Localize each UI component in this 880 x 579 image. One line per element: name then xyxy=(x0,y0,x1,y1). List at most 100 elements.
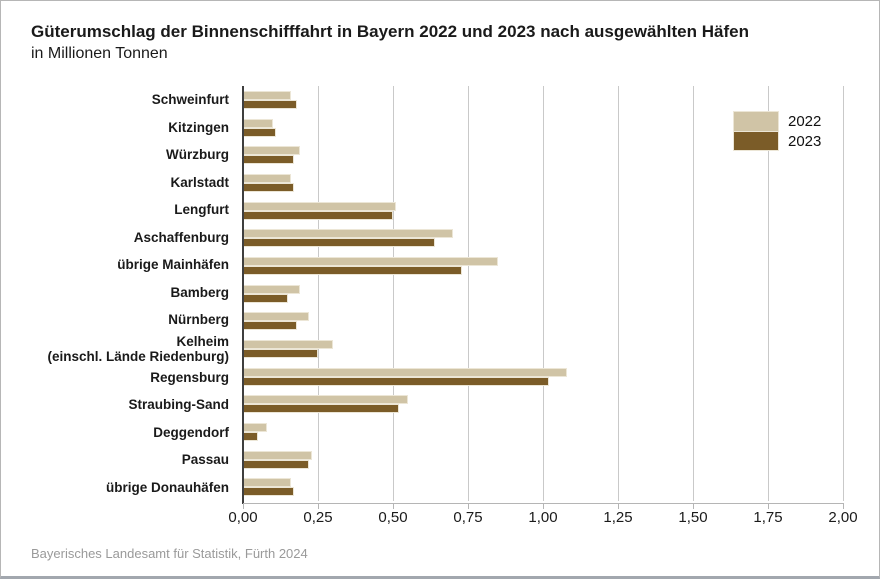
category-label: Kelheim (einschl. Lände Riedenburg) xyxy=(47,333,229,364)
source-note: Bayerisches Landesamt für Statistik, Für… xyxy=(31,546,308,561)
bar-2023 xyxy=(243,376,549,386)
x-tick-label: 1,75 xyxy=(753,509,783,526)
chart-subtitle: in Millionen Tonnen xyxy=(31,45,168,62)
legend-swatch-2023 xyxy=(733,131,779,151)
bar-2022 xyxy=(243,422,267,432)
bar-group xyxy=(243,169,843,197)
x-axis-tick xyxy=(543,503,544,509)
bar-2022 xyxy=(243,118,273,128)
bar-2022 xyxy=(243,173,291,183)
bar-group xyxy=(243,114,843,142)
x-tick-label: 2,00 xyxy=(828,509,858,526)
category-label: übrige Donauhäfen xyxy=(105,479,229,495)
bar-2022 xyxy=(243,284,300,294)
legend: 2022 2023 xyxy=(733,111,821,151)
bar-2023 xyxy=(243,321,297,331)
bar-2022 xyxy=(243,229,453,239)
chart-title: Güterumschlag der Binnenschifffahrt in B… xyxy=(31,22,749,41)
legend-swatch-2022 xyxy=(733,111,779,131)
x-axis-tick xyxy=(318,503,319,509)
gridline xyxy=(618,86,619,501)
category-label: Schweinfurt xyxy=(151,92,229,108)
bar-group xyxy=(243,446,843,474)
category-label: übrige Mainhäfen xyxy=(117,257,229,273)
gridline xyxy=(468,86,469,501)
plot-area xyxy=(242,86,844,509)
gridline xyxy=(543,86,544,501)
bar-2022 xyxy=(243,339,333,349)
bar-2023 xyxy=(243,348,318,358)
category-label: Passau xyxy=(181,452,229,468)
bar-2023 xyxy=(243,210,393,220)
gridline xyxy=(393,86,394,501)
bar-2023 xyxy=(243,404,399,414)
x-axis-tick xyxy=(393,503,394,509)
x-axis-tick xyxy=(243,503,244,509)
bar-2022 xyxy=(243,395,408,405)
category-label: Deggendorf xyxy=(153,424,229,440)
bar-2023 xyxy=(243,238,435,248)
x-tick-label: 1,50 xyxy=(678,509,708,526)
bar-group xyxy=(243,252,843,280)
bar-2023 xyxy=(243,127,276,137)
x-tick-label: 0,25 xyxy=(303,509,333,526)
bar-2022 xyxy=(243,256,498,266)
bar-group xyxy=(243,418,843,446)
bar-2023 xyxy=(243,99,297,109)
bar-2022 xyxy=(243,201,396,211)
bar-2023 xyxy=(243,431,258,441)
bar-group xyxy=(243,197,843,225)
legend-label-2022: 2022 xyxy=(788,112,822,130)
bar-2022 xyxy=(243,146,300,156)
x-axis-tick xyxy=(768,503,769,509)
bar-2023 xyxy=(243,182,294,192)
legend-item-2022: 2022 xyxy=(733,111,821,131)
legend-item-2023: 2023 xyxy=(733,131,821,151)
category-label: Nürnberg xyxy=(168,312,229,328)
bar-2022 xyxy=(243,312,309,322)
bar-group xyxy=(243,363,843,391)
category-label: Regensburg xyxy=(150,369,229,385)
y-axis-line xyxy=(242,86,244,504)
bar-2023 xyxy=(243,265,462,275)
category-axis: Schweinfurt Kitzingen Würzburg Karlstadt… xyxy=(1,86,235,501)
category-label: Würzburg xyxy=(166,147,229,163)
bar-group xyxy=(243,473,843,501)
x-axis-tick xyxy=(693,503,694,509)
category-label: Straubing-Sand xyxy=(128,397,230,413)
x-tick-label: 0,00 xyxy=(228,509,258,526)
bar-2022 xyxy=(243,450,312,460)
legend-label-2023: 2023 xyxy=(788,132,822,150)
x-tick-label: 1,00 xyxy=(528,509,558,526)
category-label: Karlstadt xyxy=(170,174,229,190)
bar-group xyxy=(243,224,843,252)
gridline xyxy=(693,86,694,501)
x-tick-label: 0,50 xyxy=(378,509,408,526)
bar-group xyxy=(243,86,843,114)
bar-2022 xyxy=(243,478,291,488)
bar-group xyxy=(243,335,843,363)
bar-group xyxy=(243,307,843,335)
x-axis-tick xyxy=(843,503,844,509)
x-tick-label: 0,75 xyxy=(453,509,483,526)
gridline xyxy=(768,86,769,501)
x-axis-tick xyxy=(618,503,619,509)
category-label: Bamberg xyxy=(170,284,229,300)
x-axis-tick xyxy=(468,503,469,509)
x-tick-label: 1,25 xyxy=(603,509,633,526)
bar-2023 xyxy=(243,487,294,497)
category-label: Aschaffenburg xyxy=(133,229,229,245)
bar-group xyxy=(243,280,843,308)
bar-2022 xyxy=(243,367,567,377)
bar-2023 xyxy=(243,459,309,469)
gridline xyxy=(318,86,319,501)
bar-group xyxy=(243,390,843,418)
bar-rows xyxy=(243,86,843,501)
category-label: Kitzingen xyxy=(168,119,229,135)
bar-2023 xyxy=(243,293,288,303)
bar-2022 xyxy=(243,90,291,100)
gridline xyxy=(843,86,844,501)
bar-2023 xyxy=(243,155,294,165)
bar-group xyxy=(243,141,843,169)
